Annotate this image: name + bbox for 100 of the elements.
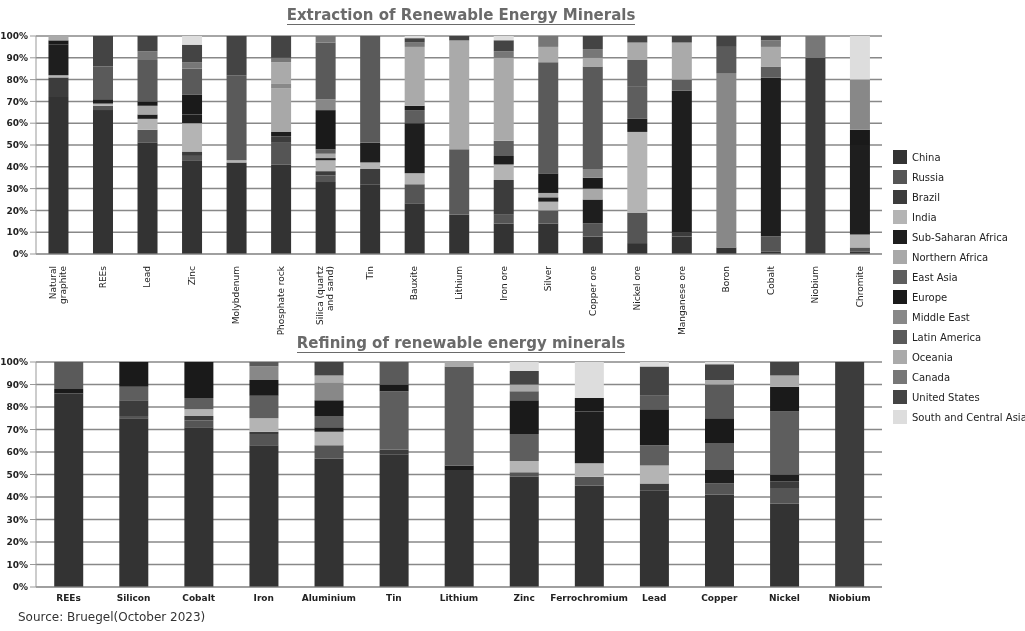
y-tick-label: 30% [6, 514, 28, 525]
legend-label: Northern Africa [912, 251, 989, 263]
bar [271, 131, 292, 137]
bar [849, 36, 870, 80]
bar [538, 46, 559, 63]
bar [760, 77, 781, 237]
bar [182, 62, 203, 69]
bar [849, 234, 870, 248]
bar [704, 494, 734, 587]
bar [315, 42, 336, 100]
bar [493, 214, 514, 224]
x-tick-label: Boron [721, 266, 732, 293]
bar [249, 395, 279, 419]
x-tick-label: Cobalt [765, 265, 776, 296]
bar [760, 40, 781, 47]
bar [671, 236, 692, 254]
x-tick-label: Silver [543, 265, 554, 292]
y-tick-label: 100% [0, 31, 28, 42]
bar [639, 395, 669, 410]
bar [449, 214, 470, 254]
source-note: Source: Bruegel(October 2023) [18, 610, 206, 624]
bar [54, 393, 84, 587]
bar [704, 470, 734, 484]
bar [137, 105, 158, 115]
x-tick-label: Lead [142, 266, 153, 288]
bar [538, 201, 559, 211]
bar [574, 362, 604, 398]
bar [184, 362, 214, 398]
chart-title: Refining of renewable energy minerals [296, 334, 626, 353]
bar [493, 57, 514, 141]
bar [671, 42, 692, 80]
legend-label: Sub-Saharan Africa [912, 231, 1008, 243]
legend-label: South and Central Asia [912, 411, 1025, 423]
bar [704, 483, 734, 495]
y-tick-label: 90% [6, 52, 28, 63]
y-tick-label: 40% [6, 492, 28, 503]
bar [137, 118, 158, 130]
bar [582, 49, 603, 58]
y-tick-label: 80% [6, 74, 28, 85]
bar [704, 364, 734, 380]
bar [627, 36, 648, 43]
x-tick-label: Tin [386, 593, 402, 604]
bar [314, 445, 344, 459]
bar [271, 83, 292, 89]
bar [271, 88, 292, 132]
bar [184, 427, 214, 587]
bar [493, 164, 514, 180]
bar [184, 409, 214, 416]
bar [582, 36, 603, 50]
bar [182, 123, 203, 152]
x-tick-label: Lithium [454, 266, 464, 300]
bar [770, 375, 800, 387]
bar [137, 59, 158, 102]
y-tick-label: 70% [6, 96, 28, 107]
bar [404, 184, 425, 204]
bar [493, 223, 514, 254]
bar [760, 236, 781, 252]
bar [582, 199, 603, 224]
bar [360, 142, 381, 163]
bar [48, 36, 69, 41]
bar [704, 384, 734, 419]
x-tick-label: Tin [364, 266, 375, 281]
bar [509, 476, 539, 587]
bar [182, 68, 203, 95]
bar [404, 123, 425, 174]
bar [538, 192, 559, 198]
bar [582, 66, 603, 169]
bar [226, 36, 247, 76]
bar [538, 36, 559, 47]
bar [404, 173, 425, 185]
bar [92, 36, 113, 67]
x-tick-label: Bauxite [409, 265, 420, 301]
bar [226, 162, 247, 254]
x-tick-label: Copper ore [587, 265, 598, 316]
bar [849, 247, 870, 252]
legend-label: Middle East [912, 311, 970, 323]
bar [444, 362, 474, 367]
bar [314, 400, 344, 416]
bar [770, 503, 800, 587]
y-tick-label: 30% [6, 183, 28, 194]
bar [404, 42, 425, 47]
x-tick-label: Niobium [810, 266, 821, 304]
legend-label: Brazil [912, 191, 940, 203]
bar [404, 203, 425, 254]
bar [805, 36, 826, 58]
bar [404, 38, 425, 43]
bar [760, 66, 781, 78]
bar [315, 175, 336, 183]
x-tick-label: Silica (quartz and sand) [315, 265, 336, 325]
bar [582, 236, 603, 254]
bar [627, 118, 648, 132]
bar [379, 454, 409, 587]
y-tick-label: 0% [12, 249, 28, 260]
bar [671, 90, 692, 233]
bar [119, 400, 149, 416]
bar [493, 40, 514, 52]
bar [271, 36, 292, 58]
bar [444, 366, 474, 466]
chart-title: Extraction of Renewable Energy Minerals [286, 6, 636, 25]
bar [671, 79, 692, 91]
